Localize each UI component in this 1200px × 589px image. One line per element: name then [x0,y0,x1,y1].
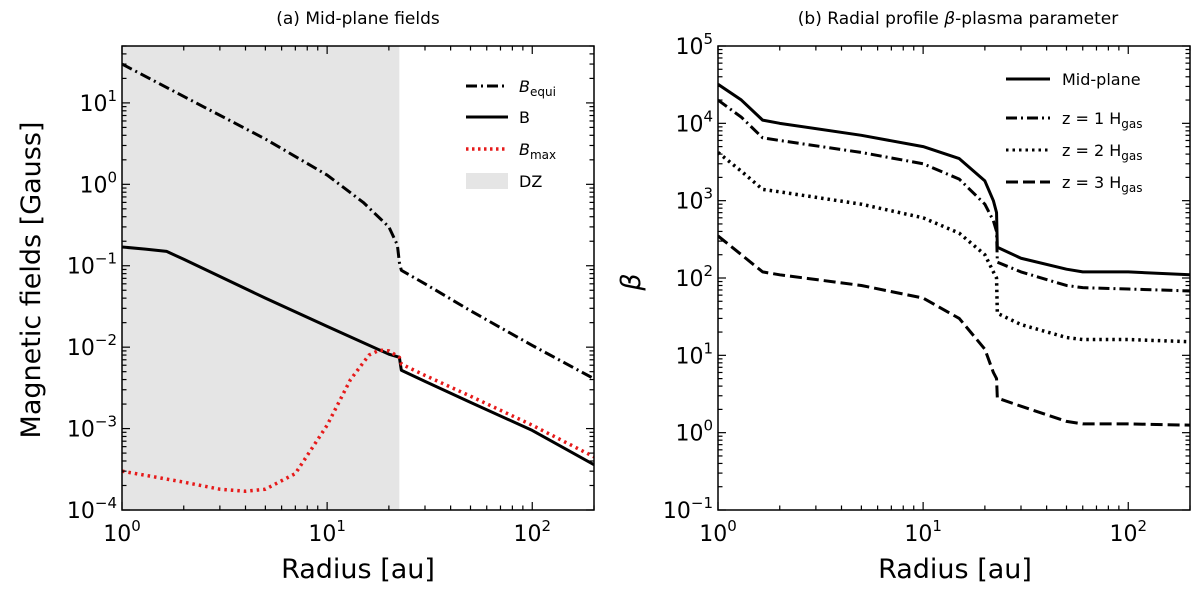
panel-a-title: (a) Mid-plane fields [276,9,440,29]
x-tick-label: 101 [904,517,942,547]
y-tick-label: 100 [79,168,117,198]
y-tick-label: 10−2 [67,331,117,361]
panel-b-title: (b) Radial profile β-plasma parameter [798,9,1118,29]
x-tick-label: 100 [103,517,141,547]
legend-label-mid-plane: Mid-plane [1062,70,1141,89]
panel-a-frame [121,45,595,511]
series-line-z-1-hgas [718,98,1190,293]
legend-entry-z1: z = 1 Hgas [1006,109,1143,131]
legend-entry-mid-plane: Mid-plane [1006,70,1141,89]
panel-b-y-axis-label: β [616,273,647,291]
y-tick-label: 102 [675,262,713,292]
y-tick-label: 10−4 [67,494,117,524]
legend-label-b-max: Bmax [519,140,556,162]
y-tick-label: 101 [675,339,713,369]
y-tick-label: 10−1 [67,250,117,280]
x-tick-label: 101 [308,517,346,547]
legend-entry-b-max: Bmax [466,140,556,162]
panel-a-y-ticks: 10−4 10−3 10−2 10−1 100 101 [67,45,594,524]
series-line-mid-plane [718,83,1190,277]
panel-a-x-axis-label: Radius [au] [281,554,435,585]
series-line-b [122,245,594,467]
legend-label-b: B [519,108,530,127]
legend-label-z1: z = 1 Hgas [1062,109,1143,131]
y-tick-label: 101 [79,87,117,117]
panel-a-plot-area [122,46,594,510]
a-series-group [122,46,594,510]
x-tick-label: 102 [1109,517,1147,547]
y-tick-label: 100 [675,417,713,447]
y-tick-label: 103 [675,185,713,215]
legend-entry-z3: z = 3 Hgas [1006,173,1143,195]
panel-b-x-ticks: 100 101 102 [699,46,1191,547]
x-tick-label: 100 [699,517,737,547]
legend-entry-z2: z = 2 Hgas [1006,141,1143,163]
legend-label-z2: z = 2 Hgas [1062,141,1143,163]
dead-zone-shading [122,46,400,510]
legend-label-dz: DZ [519,172,542,191]
legend-entry-b: B [466,108,530,127]
y-tick-label: 10−3 [67,413,117,443]
y-tick-label: 10−1 [663,494,713,524]
panel-b-legend: Mid-plane z = 1 Hgas z = 2 Hgas z = 3 Hg… [1006,70,1143,195]
series-line-b-max [122,348,594,493]
panel-b-y-ticks: 10−1 100 101 102 103 104 105 [663,30,1190,524]
legend-swatch-dz [466,173,508,189]
legend-label-b-equi: Bequi [519,77,556,99]
panel-b-beta-profile: (b) Radial profile β-plasma parameter 10… [616,9,1191,585]
y-tick-label: 105 [675,30,713,60]
y-tick-label: 104 [675,107,713,137]
panel-a-y-axis-label: Magnetic fields [Gauss] [16,122,47,439]
legend-label-z3: z = 3 Hgas [1062,173,1143,195]
panel-a-legend: Bequi B Bmax DZ [466,77,556,191]
panel-a-mid-plane-fields: (a) Mid-plane fields 100 101 102 10−410−31… [16,9,595,585]
series-line-z-2-hgas [718,151,1190,344]
legend-entry-b-equi: Bequi [466,77,556,99]
series-line-z-3-hgas [718,234,1190,427]
panel-b-x-axis-label: Radius [au] [878,554,1032,585]
panel-b-frame [717,45,1191,511]
b-series-group [718,83,1190,427]
legend-entry-dz: DZ [466,172,542,191]
x-tick-label: 102 [513,517,551,547]
panel-b-plot-area [718,83,1190,427]
